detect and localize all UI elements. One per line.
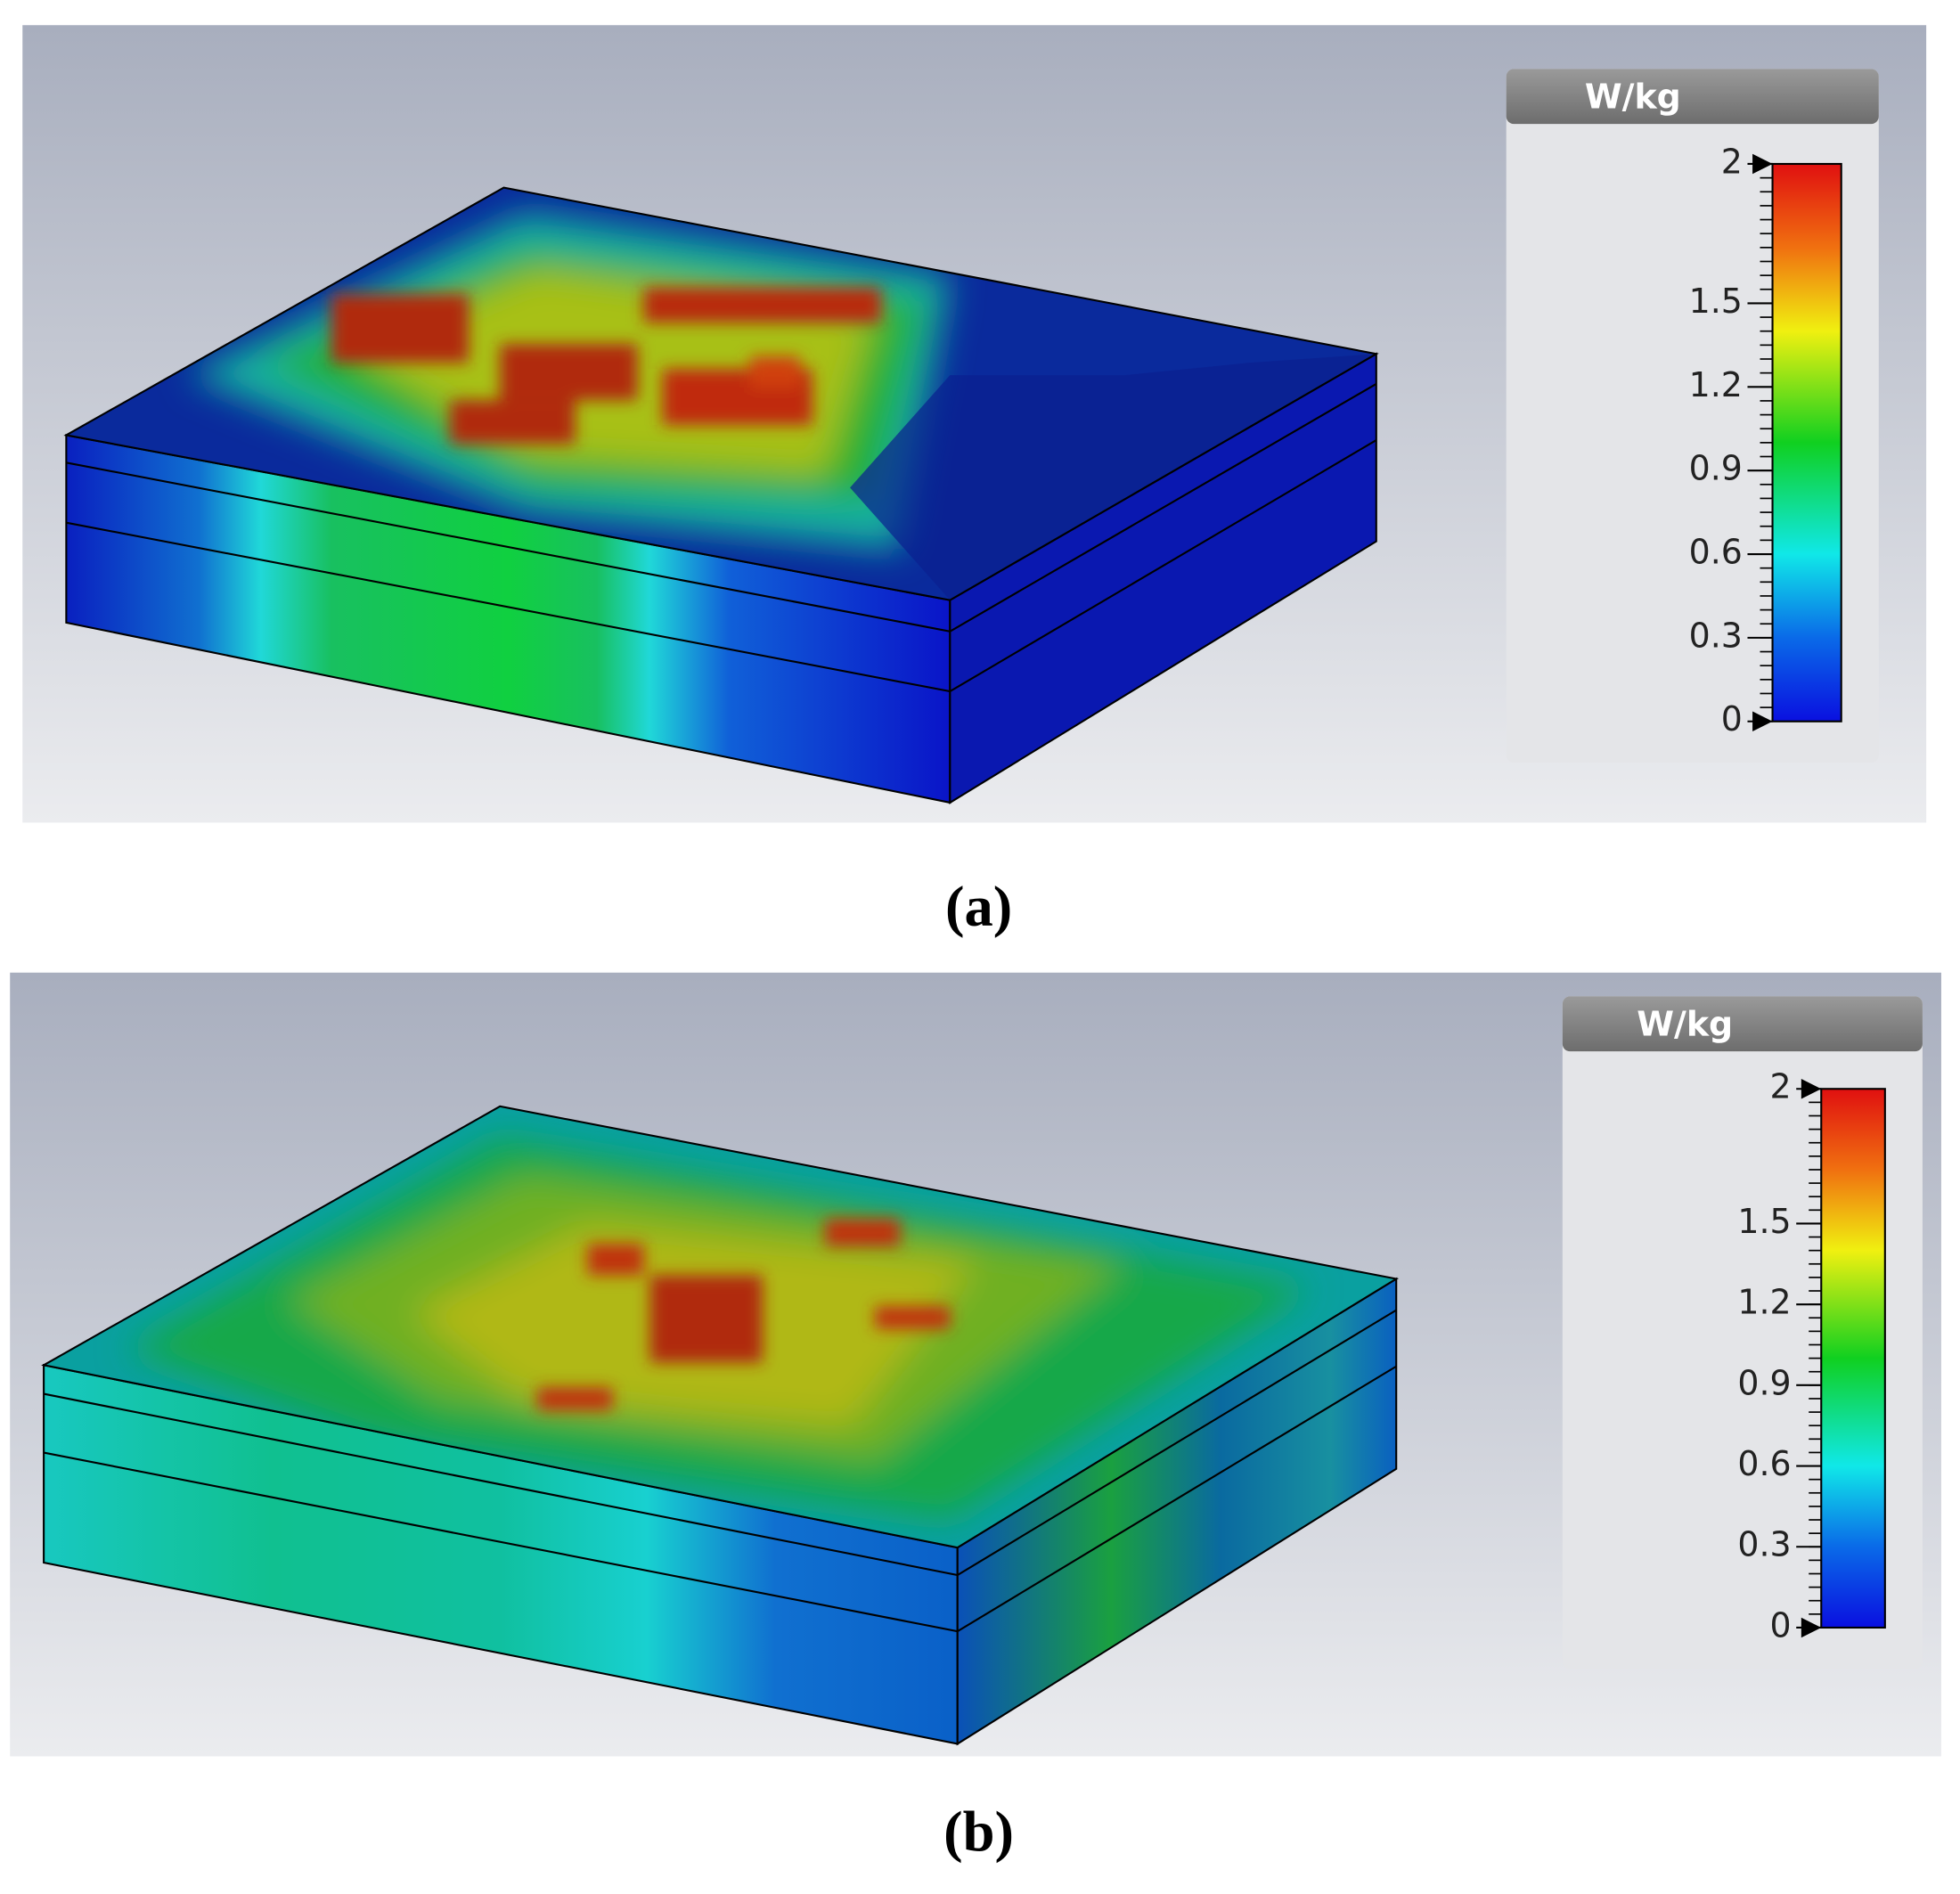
range-arrow (1801, 1617, 1822, 1638)
tick-label: 1.2 (1737, 1283, 1791, 1322)
colorbar-legend: W/kg 0 0.3 0.6 0.9 1.2 1.5 2 (1562, 996, 1923, 1669)
sar-model (41, 1105, 1400, 1746)
color-scale (1771, 162, 1842, 722)
tick-label: 0.9 (1737, 1363, 1791, 1402)
legend-header (1506, 69, 1879, 125)
panel-label: (a) (945, 874, 1012, 938)
tick-label: 0.3 (1737, 1525, 1791, 1564)
tick-label: 0.6 (1737, 1444, 1791, 1483)
tick-label: 1.5 (1689, 282, 1743, 321)
tick-label: 2 (1769, 1067, 1791, 1106)
sar-model (63, 186, 1379, 804)
tick-label: 0.6 (1689, 533, 1743, 572)
legend-unit: W/kg (1637, 1005, 1733, 1044)
colorbar-legend: W/kg 0 0.3 0.6 0.9 1.2 1.5 2 (1506, 69, 1879, 763)
range-arrow (1752, 153, 1773, 175)
panel-label: (b) (943, 1799, 1014, 1863)
tick-label: 0 (1721, 699, 1743, 739)
legend-header (1562, 996, 1923, 1052)
range-arrow (1801, 1079, 1822, 1099)
tick-label: 0 (1769, 1605, 1791, 1645)
tick-label: 1.2 (1689, 365, 1743, 404)
tick-label: 1.5 (1737, 1202, 1791, 1241)
color-scale (1820, 1088, 1886, 1629)
legend-unit: W/kg (1585, 78, 1681, 117)
range-arrow (1752, 711, 1773, 731)
tick-label: 0.9 (1689, 449, 1743, 488)
tick-label: 0.3 (1689, 616, 1743, 655)
tick-label: 2 (1721, 142, 1743, 181)
